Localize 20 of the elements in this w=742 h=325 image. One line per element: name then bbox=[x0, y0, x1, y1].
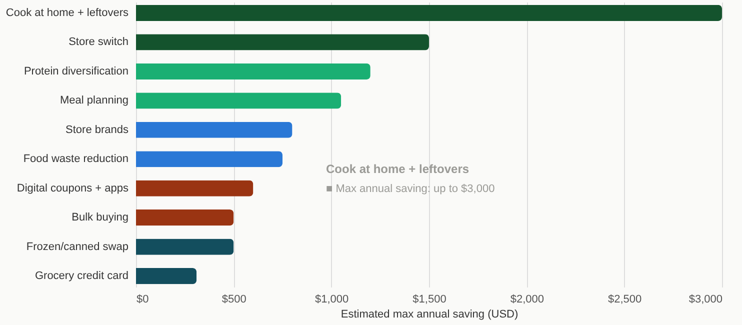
x-tick-label: $1,000 bbox=[315, 294, 349, 306]
y-tick-label: Bulk buying bbox=[72, 212, 128, 224]
y-tick-label: Store brands bbox=[66, 124, 129, 136]
y-tick-label: Food waste reduction bbox=[23, 153, 128, 166]
x-tick-label: $2,500 bbox=[608, 294, 642, 306]
y-tick-label: Digital coupons + apps bbox=[16, 182, 129, 194]
x-tick-label: $500 bbox=[222, 294, 246, 306]
annotation: ■ Max annual saving: up to $3,000 bbox=[326, 183, 495, 195]
x-tick-label: $3,000 bbox=[688, 294, 722, 306]
x-axis-title: Estimated max annual saving (USD) bbox=[340, 308, 518, 320]
annotation: Cook at home + leftovers bbox=[326, 162, 470, 176]
x-tick-label: $1,500 bbox=[412, 294, 446, 306]
y-tick-label: Cook at home + leftovers bbox=[6, 6, 129, 19]
y-tick-label: Meal planning bbox=[60, 94, 128, 107]
y-tick-label: Frozen/canned swap bbox=[26, 240, 128, 253]
x-tick-label: $2,000 bbox=[510, 294, 544, 306]
y-tick-label: Store switch bbox=[68, 36, 128, 48]
y-tick-label: Protein diversification bbox=[24, 65, 128, 78]
y-tick-label: Grocery credit card bbox=[34, 270, 128, 282]
x-tick-label: $0 bbox=[136, 294, 149, 306]
